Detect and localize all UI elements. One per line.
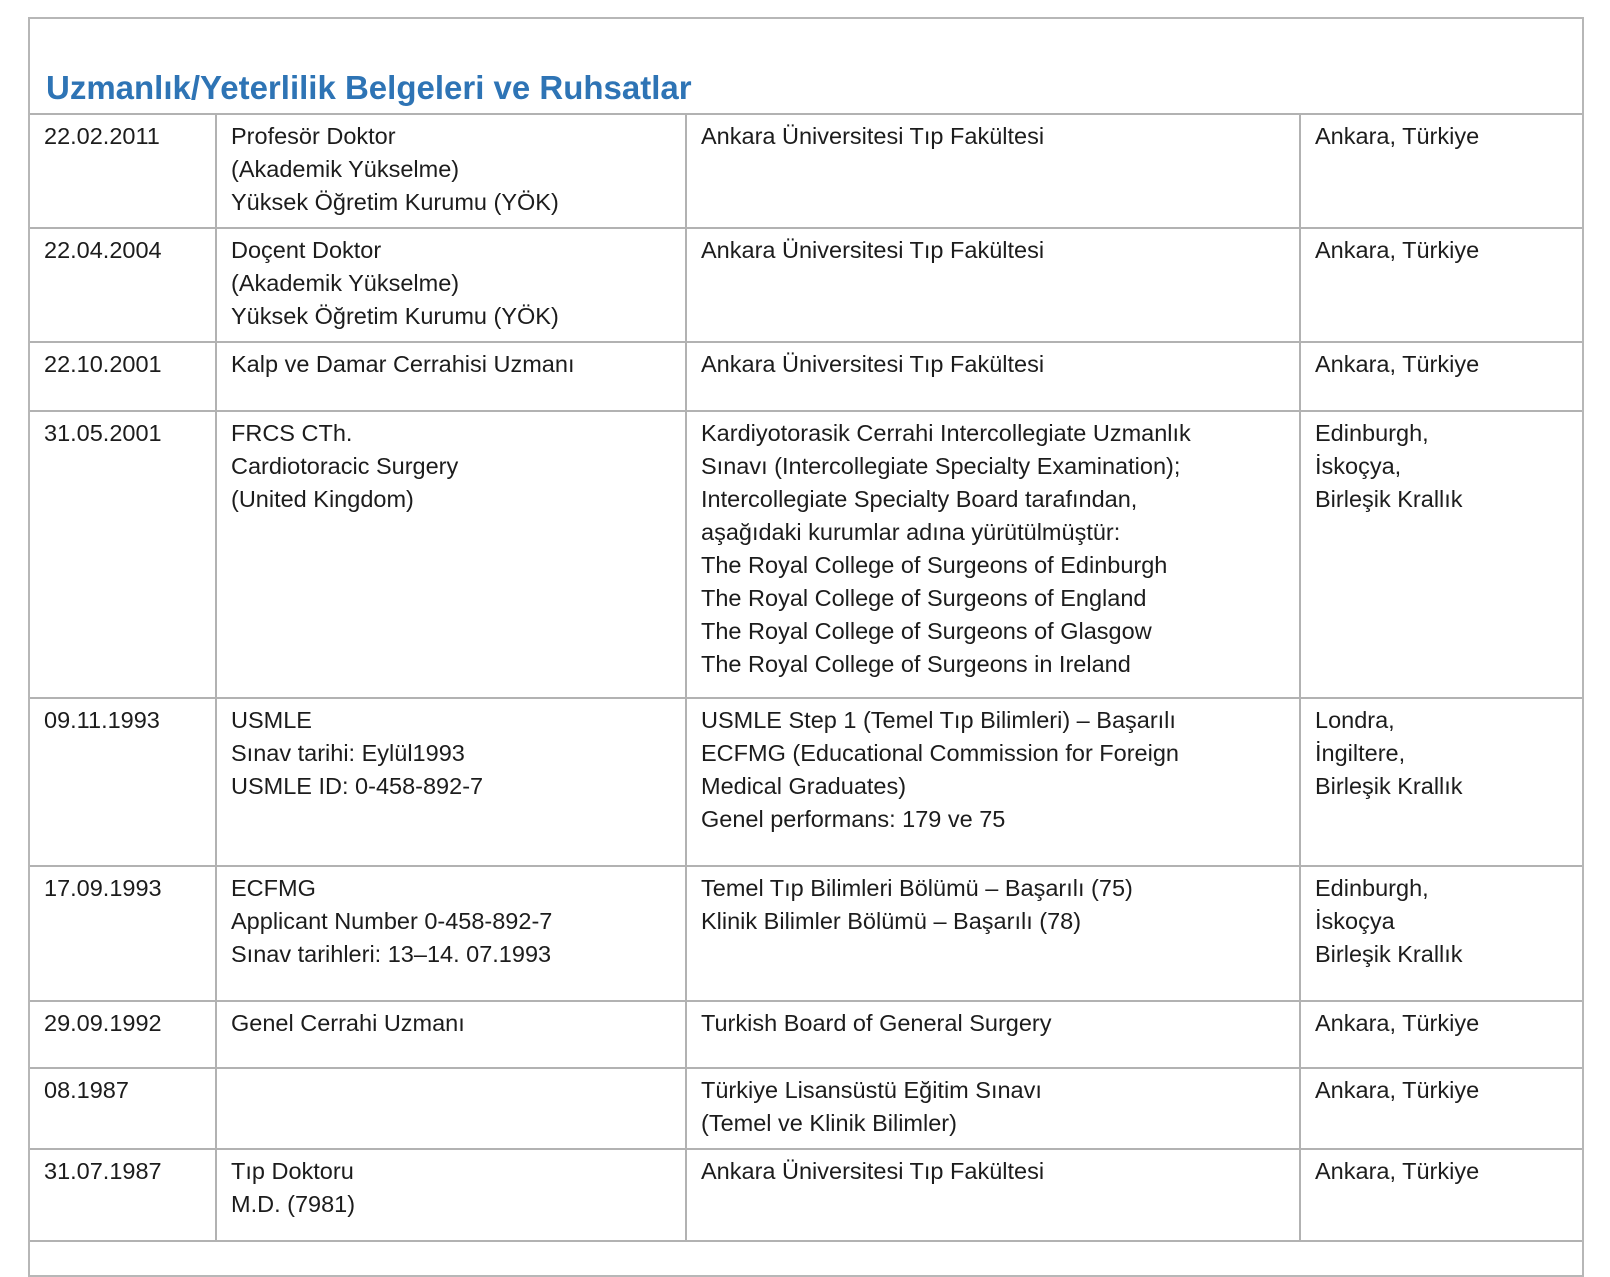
cert-location: Ankara, Türkiye xyxy=(1299,1000,1582,1069)
cert-date: 31.07.1987 xyxy=(30,1148,217,1242)
table-row: 22.02.2011 Profesör Doktor (Akademik Yük… xyxy=(30,113,1582,229)
cert-institution: Kardiyotorasik Cerrahi Intercollegiate U… xyxy=(685,410,1301,699)
page-title: Uzmanlık/Yeterlilik Belgeleri ve Ruhsatl… xyxy=(46,69,692,106)
page-frame: Uzmanlık/Yeterlilik Belgeleri ve Ruhsatl… xyxy=(28,17,1584,1277)
cert-credential: Kalp ve Damar Cerrahisi Uzmanı xyxy=(215,341,687,412)
cert-location: Edinburgh, İskoçya, Birleşik Krallık xyxy=(1299,410,1582,699)
cert-credential: Profesör Doktor (Akademik Yükselme) Yüks… xyxy=(215,113,687,229)
table-row: 31.05.2001 FRCS CTh. Cardiotoracic Surge… xyxy=(30,410,1582,699)
cert-credential: Tıp Doktoru M.D. (7981) xyxy=(215,1148,687,1242)
table-row: 29.09.1992 Genel Cerrahi Uzmanı Turkish … xyxy=(30,1000,1582,1069)
cert-location: Ankara, Türkiye xyxy=(1299,1067,1582,1150)
cert-date: 22.10.2001 xyxy=(30,341,217,412)
certifications-table: 22.02.2011 Profesör Doktor (Akademik Yük… xyxy=(30,113,1582,1242)
cert-credential: ECFMG Applicant Number 0-458-892-7 Sınav… xyxy=(215,865,687,1002)
cert-date: 31.05.2001 xyxy=(30,410,217,699)
cert-institution: Temel Tıp Bilimleri Bölümü – Başarılı (7… xyxy=(685,865,1301,1002)
cert-institution: Ankara Üniversitesi Tıp Fakültesi xyxy=(685,227,1301,343)
cert-institution: Ankara Üniversitesi Tıp Fakültesi xyxy=(685,341,1301,412)
cert-institution: Türkiye Lisansüstü Eğitim Sınavı (Temel … xyxy=(685,1067,1301,1150)
cert-location: Ankara, Türkiye xyxy=(1299,341,1582,412)
cert-credential xyxy=(215,1067,687,1150)
cert-date: 22.02.2011 xyxy=(30,113,217,229)
cert-date: 08.1987 xyxy=(30,1067,217,1150)
cert-location: Edinburgh, İskoçya Birleşik Krallık xyxy=(1299,865,1582,1002)
table-row: 22.04.2004 Doçent Doktor (Akademik Yükse… xyxy=(30,227,1582,343)
cert-date: 17.09.1993 xyxy=(30,865,217,1002)
table-row: 31.07.1987 Tıp Doktoru M.D. (7981) Ankar… xyxy=(30,1148,1582,1242)
cert-institution: Turkish Board of General Surgery xyxy=(685,1000,1301,1069)
cert-credential: Doçent Doktor (Akademik Yükselme) Yüksek… xyxy=(215,227,687,343)
cert-institution: Ankara Üniversitesi Tıp Fakültesi xyxy=(685,113,1301,229)
cert-date: 09.11.1993 xyxy=(30,697,217,867)
table-row: 17.09.1993 ECFMG Applicant Number 0-458-… xyxy=(30,865,1582,1002)
table-row: 09.11.1993 USMLE Sınav tarihi: Eylül1993… xyxy=(30,697,1582,867)
cert-institution: USMLE Step 1 (Temel Tıp Bilimleri) – Baş… xyxy=(685,697,1301,867)
table-row: 08.1987 Türkiye Lisansüstü Eğitim Sınavı… xyxy=(30,1067,1582,1150)
cert-location: Ankara, Türkiye xyxy=(1299,1148,1582,1242)
cert-credential: FRCS CTh. Cardiotoracic Surgery (United … xyxy=(215,410,687,699)
cert-date: 29.09.1992 xyxy=(30,1000,217,1069)
cert-date: 22.04.2004 xyxy=(30,227,217,343)
cert-location: Ankara, Türkiye xyxy=(1299,113,1582,229)
cert-institution: Ankara Üniversitesi Tıp Fakültesi xyxy=(685,1148,1301,1242)
cert-credential: USMLE Sınav tarihi: Eylül1993 USMLE ID: … xyxy=(215,697,687,867)
cert-location: Londra, İngiltere, Birleşik Krallık xyxy=(1299,697,1582,867)
cert-credential: Genel Cerrahi Uzmanı xyxy=(215,1000,687,1069)
cert-location: Ankara, Türkiye xyxy=(1299,227,1582,343)
table-row: 22.10.2001 Kalp ve Damar Cerrahisi Uzman… xyxy=(30,341,1582,412)
